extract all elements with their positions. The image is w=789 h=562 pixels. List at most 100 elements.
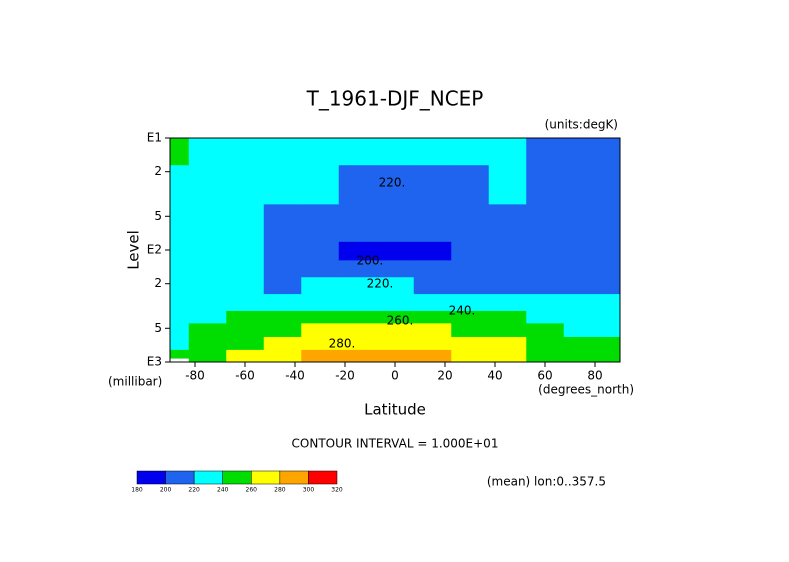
contour-cell [188, 224, 227, 242]
contour-cell [170, 138, 190, 166]
contour-cell [376, 164, 415, 205]
colorbar-label: 320 [331, 487, 343, 494]
contour-cell [226, 310, 265, 324]
contour-cell [338, 138, 377, 166]
contour-cell [526, 310, 565, 324]
contour-cell [413, 138, 452, 166]
contour-cell [338, 164, 377, 205]
contour-cell [488, 224, 527, 242]
y-tick-label: E3 [147, 355, 162, 369]
contour-cell [263, 349, 302, 359]
y-tick-label: 5 [154, 321, 162, 335]
contour-cell [226, 164, 265, 205]
contour-cell [263, 224, 302, 242]
contour-cell [376, 336, 415, 350]
contour-cell [488, 203, 527, 225]
contour-cell [563, 310, 602, 324]
contour-cell [413, 276, 452, 295]
contour-cell [301, 259, 340, 278]
contour-cell [226, 203, 265, 225]
contour-cell [488, 241, 527, 261]
contour-cell [526, 336, 565, 350]
contour-cell [563, 276, 602, 295]
contour-cell [488, 164, 527, 205]
mean-label: (mean) lon:0..357.5 [487, 475, 606, 489]
contour-cell [376, 203, 415, 225]
contour-cell [526, 224, 565, 242]
contour-cell [226, 322, 265, 337]
contour-cell [413, 322, 452, 337]
contour-cell [188, 336, 227, 350]
contour-cell [301, 293, 340, 311]
contour-cell [338, 276, 377, 295]
contour-cell [338, 336, 377, 350]
x-tick-label: -40 [285, 369, 305, 383]
contour-cell [263, 293, 302, 311]
contour-cell [263, 322, 302, 337]
contour-cell [601, 224, 621, 242]
colorbar-swatch [279, 470, 309, 485]
contour-interval: CONTOUR INTERVAL = 1.000E+01 [292, 437, 499, 451]
contour-cell [376, 322, 415, 337]
colorbar-swatch [136, 470, 166, 485]
contour-cell [413, 349, 452, 359]
contour-cell [488, 310, 527, 324]
y-tick-label: 5 [154, 209, 162, 223]
contour-cell [338, 349, 377, 359]
contour-cell [376, 138, 415, 166]
contour-cell [451, 138, 490, 166]
contour-cell [451, 310, 490, 324]
contour-cell [301, 310, 340, 324]
contour-cell [601, 310, 621, 324]
contour-label: 280. [329, 337, 356, 351]
contour-cell [301, 349, 340, 359]
contour-cell [301, 164, 340, 205]
contour-cell [263, 164, 302, 205]
contour-cell [601, 259, 621, 278]
contour-cell [301, 224, 340, 242]
contour-cell [226, 336, 265, 350]
contour-label: 260. [387, 314, 414, 328]
contour-cell [413, 164, 452, 205]
contour-cell [338, 322, 377, 337]
contour-cell [413, 310, 452, 324]
contour-cell [170, 203, 190, 225]
x-tick-label: -60 [235, 369, 255, 383]
contour-cell [376, 259, 415, 278]
x-axis-label: Latitude [364, 401, 426, 419]
contour-cell [263, 138, 302, 166]
contour-cell [601, 322, 621, 337]
contour-cell [601, 358, 621, 363]
contour-cell [188, 293, 227, 311]
contour-cell [301, 138, 340, 166]
contour-cell [413, 293, 452, 311]
contour-cell [526, 358, 565, 363]
colorbar-label: 240 [217, 487, 229, 494]
contour-cell [188, 358, 227, 363]
contour-cell [488, 336, 527, 350]
contour-cell [376, 358, 415, 363]
contour-cell [451, 259, 490, 278]
contour-cell [263, 276, 302, 295]
contour-cell [488, 276, 527, 295]
contour-cell [451, 322, 490, 337]
contour-cell [563, 203, 602, 225]
contour-cell [451, 349, 490, 359]
contour-cell [170, 336, 190, 350]
contour-cell [226, 276, 265, 295]
contour-cell [263, 358, 302, 363]
contour-cell [601, 138, 621, 166]
contour-cell [563, 259, 602, 278]
contour-cell [376, 276, 415, 295]
contour-cell [488, 349, 527, 359]
contour-cell [188, 349, 227, 359]
contour-cell [263, 310, 302, 324]
contour-cell [526, 259, 565, 278]
contour-cell [263, 241, 302, 261]
contour-cell [301, 241, 340, 261]
contour-cell [451, 164, 490, 205]
contour-cell [526, 203, 565, 225]
contour-cell [451, 336, 490, 350]
contour-cell [170, 310, 190, 324]
